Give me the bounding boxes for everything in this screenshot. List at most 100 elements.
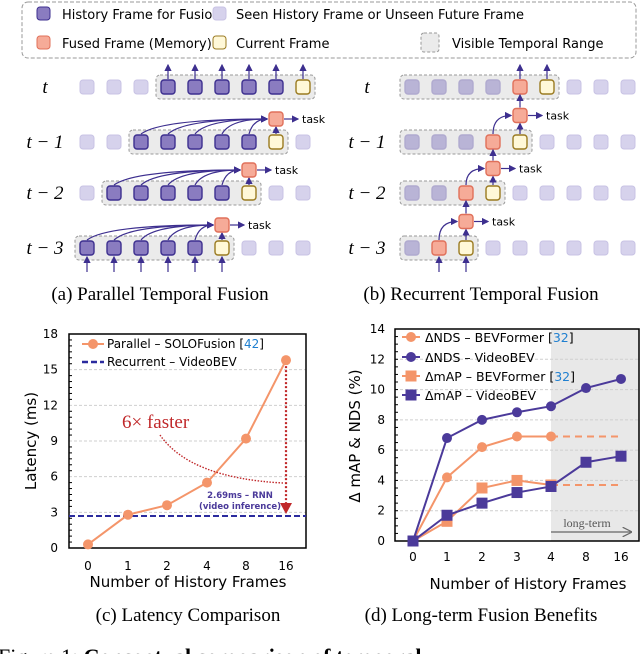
seen-frame	[295, 134, 311, 150]
y-tick-label: 15	[43, 363, 58, 377]
series-point-1	[442, 433, 452, 444]
x-tick-label: 3	[513, 550, 521, 564]
x-tick-label: 0	[84, 559, 92, 573]
x-tick-label: 4	[547, 550, 555, 564]
series-point-1	[581, 383, 591, 394]
x-tick-label: 0	[409, 550, 417, 564]
seen-frame	[241, 240, 257, 256]
seen-frame	[431, 134, 447, 150]
x-tick-label: 16	[278, 559, 293, 573]
time-label: t	[364, 77, 370, 98]
citation: 32	[553, 330, 569, 345]
history-frame	[160, 240, 176, 256]
seen-frame	[512, 185, 528, 201]
time-label: t − 3	[26, 238, 63, 259]
x-tick-label: 1	[124, 559, 132, 573]
citation: 42	[244, 337, 259, 351]
current-frame	[485, 185, 501, 201]
y-tick-label: 0	[50, 541, 58, 555]
task-label: task	[248, 219, 272, 232]
history-frame	[133, 134, 149, 150]
parallel-solofusion-point	[281, 355, 291, 366]
legend-name: ΔmAP – VideoBEV	[425, 388, 537, 403]
seen-frame	[539, 134, 555, 150]
y-tick-label: 12	[43, 398, 58, 412]
legend-parallel-marker	[88, 339, 98, 349]
legend: History Frame for Fusion Seen History Fr…	[21, 1, 637, 59]
caption-b: (b) Recurrent Temporal Fusion	[363, 284, 599, 305]
visible-temporal-range	[128, 129, 289, 155]
seen-frame	[404, 240, 420, 256]
x-axis-label: Number of History Frames	[430, 575, 627, 593]
history-frame	[214, 79, 230, 95]
seen-frame	[566, 134, 582, 150]
parallel-solofusion-point	[202, 477, 212, 488]
seen-frame	[512, 240, 528, 256]
fused-frame	[458, 213, 474, 230]
current-frame	[295, 79, 311, 95]
caption-a: (a) Parallel Temporal Fusion	[51, 284, 269, 305]
legend-marker-2	[405, 370, 417, 382]
y-tick-label: 2	[377, 504, 385, 518]
figure-caption-prefix: Figure 1:	[0, 644, 78, 654]
history-frame	[187, 185, 203, 201]
history-frame	[160, 185, 176, 201]
legend-marker-0	[406, 332, 416, 342]
seen-frame	[106, 134, 122, 150]
legend-fused: Fused Frame (Memory)	[62, 37, 212, 52]
fused-frame	[485, 160, 501, 177]
x-axis-label: Number of History Frames	[90, 573, 287, 591]
current-frame	[268, 134, 284, 150]
series-point-2	[476, 482, 488, 494]
seen-frame	[268, 240, 284, 256]
fused-frame	[431, 240, 447, 256]
current-frame	[539, 79, 555, 95]
seen-frame	[593, 240, 609, 256]
caption-d: (d) Long-term Fusion Benefits	[365, 605, 598, 626]
seen-frame	[539, 240, 555, 256]
parallel-solofusion-point	[83, 539, 93, 550]
legend-parallel-name: Parallel – SOLOFusion [	[107, 337, 244, 351]
figure-caption-text: Conceptual comparison of temporal	[84, 644, 422, 654]
seen-frame	[404, 185, 420, 201]
recurrent-fusion-diagram: t t − 1 t − 2 t − 3 task task task	[348, 63, 636, 272]
current-frame-swatch	[212, 35, 227, 50]
speedup-arrowhead	[280, 503, 292, 514]
seen-frame	[458, 134, 474, 150]
seen-frame	[566, 185, 582, 201]
seen-frame	[404, 134, 420, 150]
task-label: task	[519, 163, 543, 176]
arrow	[465, 164, 486, 186]
fused-frame	[458, 185, 474, 201]
series-point-0	[477, 442, 487, 453]
seen-frame	[620, 240, 636, 256]
seen-frame	[593, 79, 609, 95]
legend-recurrent-label: Recurrent – VideoBEV	[107, 355, 238, 369]
fused-frame	[241, 162, 257, 178]
series-point-1	[616, 373, 626, 384]
parallel-solofusion-point	[123, 509, 133, 520]
history-frame	[187, 134, 203, 150]
long-term-label: long-term	[563, 516, 611, 530]
parallel-solofusion-point	[241, 433, 251, 444]
y-tick-label: 0	[377, 534, 385, 548]
history-frame	[214, 134, 230, 150]
arrow	[221, 166, 242, 186]
visible-range-swatch	[420, 32, 440, 53]
time-label: t − 1	[348, 132, 385, 153]
history-frame	[187, 79, 203, 95]
visible-temporal-range	[399, 74, 560, 100]
x-tick-label: 1	[443, 550, 451, 564]
y-tick-label: 9	[50, 434, 58, 448]
series-point-1	[512, 407, 522, 418]
seen-frame	[566, 79, 582, 95]
speedup-curve	[159, 434, 284, 484]
x-tick-label: 2	[478, 550, 486, 564]
legend-history: History Frame for Fusion	[62, 8, 221, 23]
fused-frame	[512, 79, 528, 95]
series-point-3	[476, 497, 488, 509]
series-point-2	[511, 474, 523, 486]
legend-visible: Visible Temporal Range	[452, 37, 603, 52]
series-point-3	[511, 487, 523, 499]
